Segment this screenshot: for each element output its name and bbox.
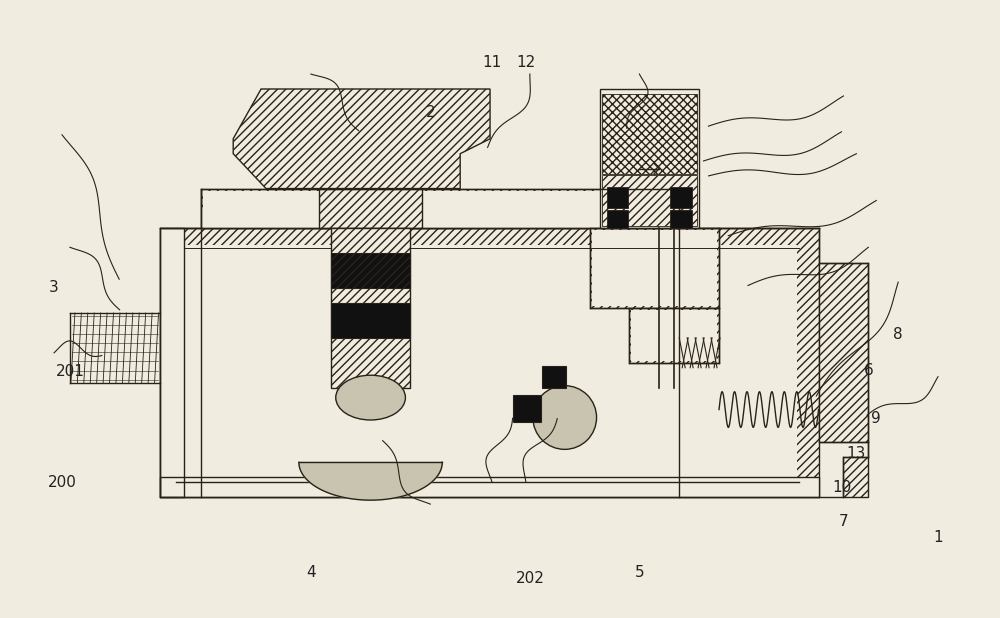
Bar <box>331 229 410 387</box>
Text: 201: 201 <box>56 364 84 379</box>
Polygon shape <box>233 89 490 188</box>
Bar <box>542 366 566 387</box>
Text: 6: 6 <box>863 363 873 378</box>
Bar <box>600 89 699 229</box>
Text: 200: 200 <box>48 475 76 490</box>
Bar <box>160 477 819 497</box>
Bar <box>331 253 410 288</box>
Bar <box>843 457 868 497</box>
Bar <box>513 395 541 423</box>
Bar <box>160 477 819 497</box>
Text: 202: 202 <box>515 571 544 586</box>
Text: 13: 13 <box>847 446 866 461</box>
Bar <box>201 208 679 229</box>
Text: 9: 9 <box>871 411 881 426</box>
Polygon shape <box>299 462 442 500</box>
Text: 3: 3 <box>49 280 59 295</box>
Bar <box>201 188 679 229</box>
Bar <box>670 187 692 208</box>
Bar <box>590 229 719 308</box>
Bar <box>203 190 677 226</box>
Text: 5: 5 <box>635 565 644 580</box>
Text: 12: 12 <box>516 56 536 70</box>
Bar <box>160 229 184 497</box>
Text: 1: 1 <box>933 530 943 545</box>
Bar <box>607 211 628 229</box>
Bar <box>602 175 697 226</box>
Bar <box>160 229 819 497</box>
Bar <box>319 188 422 229</box>
Text: 10: 10 <box>832 480 851 495</box>
Bar <box>592 231 717 306</box>
Bar <box>629 308 719 363</box>
Bar <box>602 94 697 174</box>
Ellipse shape <box>336 375 405 420</box>
Bar <box>819 263 868 442</box>
Text: 4: 4 <box>306 565 316 580</box>
Text: 11: 11 <box>482 56 502 70</box>
Bar <box>607 187 628 208</box>
Bar <box>631 310 717 361</box>
Text: 2: 2 <box>426 104 435 120</box>
Circle shape <box>533 386 597 449</box>
Bar <box>331 303 410 338</box>
Text: 7: 7 <box>839 514 848 529</box>
Bar <box>670 211 692 229</box>
Bar <box>178 245 797 480</box>
Bar <box>160 229 184 497</box>
Text: 8: 8 <box>893 328 903 342</box>
